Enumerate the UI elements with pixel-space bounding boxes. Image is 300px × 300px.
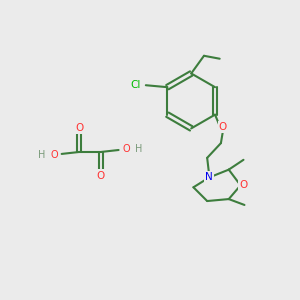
Text: O: O — [219, 122, 227, 132]
Text: O: O — [239, 180, 247, 190]
Text: O: O — [122, 144, 130, 154]
Text: O: O — [97, 170, 105, 181]
Text: O: O — [75, 123, 83, 134]
Text: Cl: Cl — [130, 80, 141, 90]
Text: H: H — [135, 144, 143, 154]
Text: O: O — [50, 150, 58, 160]
Text: H: H — [38, 150, 45, 160]
Text: N: N — [205, 172, 213, 182]
